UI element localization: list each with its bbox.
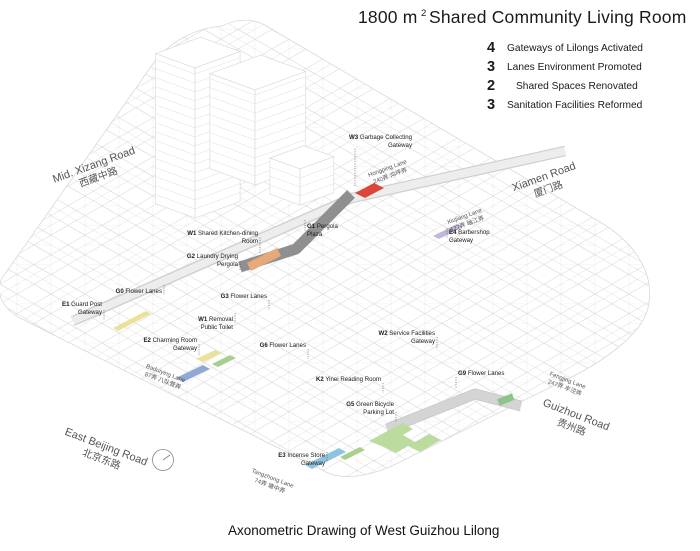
svg-text:G5 Green Bicycle: G5 Green Bicycle [346, 401, 394, 408]
svg-text:4: 4 [487, 40, 495, 56]
svg-text:3: 3 [487, 59, 495, 75]
svg-text:G1 Pergola: G1 Pergola [307, 223, 338, 230]
svg-text:Gateway: Gateway [301, 460, 326, 467]
svg-text:Plaza: Plaza [307, 231, 323, 238]
svg-text:Gateway: Gateway [449, 237, 474, 244]
svg-text:Gateway: Gateway [388, 142, 413, 149]
svg-text:K2 Yinei Reading Room: K2 Yinei Reading Room [316, 376, 381, 383]
svg-text:Sanitation Facilities Reformed: Sanitation Facilities Reformed [507, 100, 643, 111]
svg-text:Lanes Environment Promoted: Lanes Environment Promoted [507, 62, 642, 73]
svg-text:2: 2 [487, 78, 495, 94]
svg-text:Shared Community Living Room: Shared Community Living Room [429, 7, 687, 27]
svg-text:Gateway: Gateway [78, 309, 103, 316]
svg-text:W2 Service Facilities: W2 Service Facilities [378, 330, 435, 337]
svg-text:Pergola: Pergola [217, 261, 239, 268]
svg-text:W1 Shared Kitchen-dining: W1 Shared Kitchen-dining [187, 230, 258, 237]
svg-text:G3 Flower Lanes: G3 Flower Lanes [221, 293, 267, 300]
svg-text:3: 3 [487, 97, 495, 113]
svg-text:G0 Flower Lanes: G0 Flower Lanes [116, 288, 162, 295]
svg-text:Gateway: Gateway [411, 338, 436, 345]
svg-text:Gateways of Lilongs Activated: Gateways of Lilongs Activated [507, 43, 643, 54]
svg-text:Gateway: Gateway [173, 345, 198, 352]
svg-text:E2 Charming Room: E2 Charming Room [143, 337, 197, 344]
svg-text:G2 Laundry Drying: G2 Laundry Drying [187, 253, 238, 260]
svg-text:1800 m: 1800 m [358, 7, 418, 27]
svg-text:E1 Guard Post: E1 Guard Post [62, 301, 102, 308]
svg-text:Shared Spaces Renovated: Shared Spaces Renovated [516, 81, 638, 92]
svg-text:E3 Incense Store: E3 Incense Store [278, 452, 325, 459]
svg-text:W3 Garbage Collecting: W3 Garbage Collecting [349, 134, 412, 141]
svg-text:Axonometric Drawing of West Gu: Axonometric Drawing of West Guizhou Lilo… [228, 523, 499, 538]
svg-text:Parking Lot: Parking Lot [363, 409, 394, 416]
svg-text:G6 Flower Lanes: G6 Flower Lanes [260, 342, 306, 349]
svg-text:Room: Room [242, 238, 258, 245]
svg-text:G9 Flower Lanes: G9 Flower Lanes [458, 370, 504, 377]
svg-text:Public Toilet: Public Toilet [201, 324, 234, 331]
svg-text:2: 2 [421, 8, 426, 19]
svg-text:W1 Removal: W1 Removal [198, 316, 233, 323]
